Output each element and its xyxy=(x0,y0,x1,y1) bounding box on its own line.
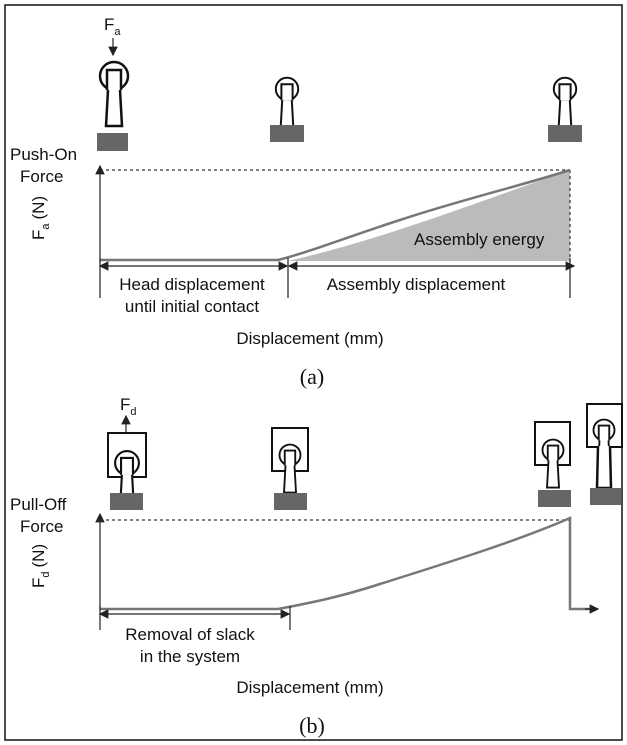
segment-label: until initial contact xyxy=(125,297,259,316)
y-title: Pull-Off xyxy=(10,495,67,514)
base xyxy=(110,493,143,510)
connector xyxy=(280,445,301,493)
connector xyxy=(554,78,576,129)
force-label: Fd xyxy=(120,395,137,418)
segment-label: Removal of slack xyxy=(125,625,255,644)
base xyxy=(548,125,582,142)
panel-b: Fd Pull-Off Force Fd(N) Removal of slack… xyxy=(10,395,622,738)
y-label: Fa(N) xyxy=(29,196,52,240)
y-title: Force xyxy=(20,167,63,186)
area-label: Assembly energy xyxy=(414,230,545,249)
x-label: Displacement (mm) xyxy=(236,678,383,697)
force-curve xyxy=(100,518,590,609)
stem xyxy=(597,446,611,488)
base xyxy=(538,490,571,507)
y-title: Push-On xyxy=(10,145,77,164)
base xyxy=(590,488,621,505)
panel-a: Fa Push-On Force Fa(N) Assembly energy H… xyxy=(10,15,582,389)
x-label: Displacement (mm) xyxy=(236,329,383,348)
segment-label: Assembly displacement xyxy=(327,275,506,294)
connector xyxy=(543,440,564,488)
base xyxy=(97,133,128,151)
y-label: Fd(N) xyxy=(29,544,52,588)
segment-label: in the system xyxy=(140,647,240,666)
segment-label: Head displacement xyxy=(119,275,265,294)
base xyxy=(274,493,307,510)
y-title: Force xyxy=(20,517,63,536)
figure: Fa Push-On Force Fa(N) Assembly energy H… xyxy=(0,0,627,745)
connector xyxy=(100,62,128,126)
base xyxy=(270,125,304,142)
connector xyxy=(276,78,298,129)
force-label: Fa xyxy=(104,15,121,38)
caption: (a) xyxy=(300,364,324,389)
caption: (b) xyxy=(299,713,325,738)
